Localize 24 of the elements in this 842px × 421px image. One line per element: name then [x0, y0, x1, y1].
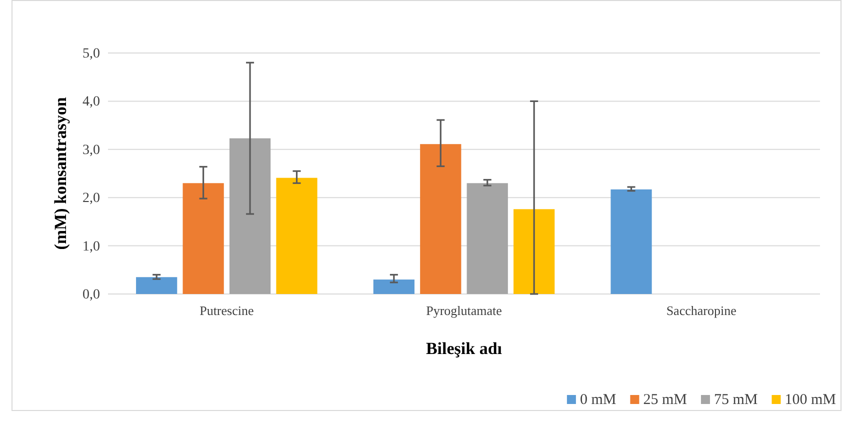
x-axis-title: Bileşik adı	[426, 339, 502, 358]
x-tick-label: Putrescine	[200, 303, 254, 318]
bar	[610, 189, 652, 294]
legend-label: 0 mM	[580, 392, 616, 408]
legend-label: 100 mM	[784, 392, 836, 408]
y-tick-label: 4,0	[82, 94, 100, 110]
bar	[373, 280, 414, 294]
bar	[276, 178, 318, 294]
bar	[182, 183, 224, 294]
y-tick-label: 5,0	[82, 46, 100, 62]
bar	[420, 144, 462, 294]
x-tick-label: Saccharopine	[666, 303, 737, 318]
y-axis-title: (mM) konsantrasyon	[51, 96, 70, 250]
legend-label: 75 mM	[714, 392, 758, 408]
bar	[229, 138, 271, 294]
y-tick-label: 3,0	[82, 142, 100, 158]
legend-label: 25 mM	[643, 392, 687, 408]
bar	[466, 183, 508, 294]
bar	[136, 277, 178, 294]
y-tick-label: 0,0	[82, 287, 100, 302]
y-tick-label: 2,0	[82, 191, 100, 206]
x-tick-label: Pyroglutamate	[426, 303, 502, 318]
y-tick-label: 1,0	[82, 239, 100, 254]
bar	[514, 209, 555, 294]
